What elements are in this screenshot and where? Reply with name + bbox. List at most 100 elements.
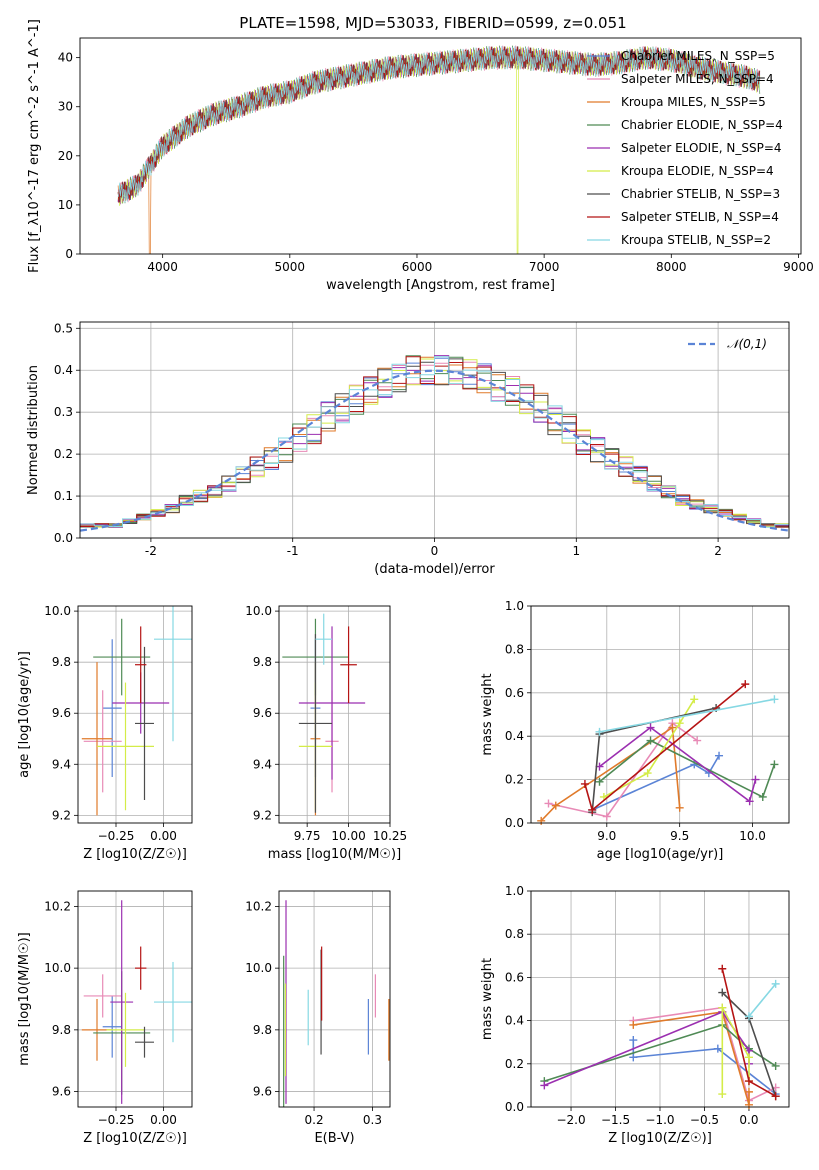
- age_weight-marker-kroupa_miles: [675, 803, 684, 812]
- z_mass-xtick-label: 0.00: [150, 1113, 177, 1127]
- ebv_mass-ytick-label: 10.0: [245, 961, 272, 975]
- z_age-xtick-label: −0.25: [98, 829, 135, 843]
- z_weight-marker-salpeter_elodie: [540, 1081, 549, 1090]
- z_weight-marker-salpeter_stelib: [771, 1092, 780, 1101]
- mass_age-ytick-label: 9.6: [253, 706, 272, 720]
- residuals-ytick-label: 0.4: [54, 363, 73, 377]
- z_mass-panel: −0.25 0.00 9.6 9.8 10.0 10.2 Z [log10(Z/Z☉)] ma…: [17, 890, 193, 1146]
- age_weight-xtick-label: 10.0: [739, 829, 766, 843]
- legend-label-chabrier_stelib: Chabrier STELIB, N_SSP=3: [621, 187, 780, 201]
- z_weight-marker-chabrier_miles: [629, 1036, 638, 1045]
- ebv_mass-ytick-label: 10.2: [245, 899, 272, 913]
- z_weight-frame: [530, 890, 790, 1108]
- z_weight-marker-kroupa_miles: [744, 1087, 753, 1096]
- legend-label-kroupa_stelib: Kroupa STELIB, N_SSP=2: [621, 233, 771, 247]
- legend-label-kroupa_miles: Kroupa MILES, N_SSP=5: [621, 95, 766, 109]
- mass_age-xtick-label: 9.75: [294, 829, 321, 843]
- spectrum-ytick-label: 0: [65, 247, 73, 261]
- age_weight-marker-kroupa_elodie: [690, 695, 699, 704]
- age_weight-marker-chabrier_elodie: [758, 792, 767, 801]
- legend-label-kroupa_elodie: Kroupa ELODIE, N_SSP=4: [621, 164, 774, 178]
- age_weight-marker-salpeter_miles: [544, 799, 553, 808]
- spectrum-xtick-label: 9000: [783, 260, 814, 274]
- z_weight-line-kroupa_miles: [633, 1011, 750, 1106]
- residuals-xlabel: (data-model)/error: [374, 562, 495, 577]
- figure-title: PLATE=1598, MJD=53033, FIBERID=0599, z=0…: [239, 14, 626, 32]
- legend-label-salpeter_stelib: Salpeter STELIB, N_SSP=4: [621, 210, 779, 224]
- age_weight-marker-salpeter_miles: [602, 812, 611, 821]
- normal-curve: [79, 369, 790, 532]
- age_weight-marker-chabrier_elodie: [646, 736, 655, 745]
- ebv_mass-ytick-label: 9.8: [253, 1023, 272, 1037]
- z_weight-marker-kroupa_stelib: [771, 979, 780, 988]
- spectrum-ytick-label: 20: [58, 149, 73, 163]
- age_weight-line-kroupa_miles: [540, 726, 681, 822]
- z_age-xlabel: Z [log10(Z/Z☉)]: [83, 847, 187, 862]
- z_age-ytick-label: 9.8: [52, 655, 71, 669]
- z_weight-marker-chabrier_miles: [629, 1053, 638, 1062]
- age_weight-line-chabrier_miles: [591, 755, 720, 811]
- plots: 4000 5000 6000 7000 8000 9000010203040wavelen…: [17, 19, 814, 1146]
- residuals-xtick-label: 1: [572, 544, 580, 558]
- z_weight-line-salpeter_miles: [633, 1006, 777, 1102]
- mass_age-xlabel: mass [log10(M/M☉)]: [268, 847, 401, 862]
- residuals-ytick-label: 0.2: [54, 447, 73, 461]
- age_weight-marker-kroupa_elodie: [643, 769, 652, 778]
- age_weight-ylabel: mass weight: [480, 673, 495, 755]
- mass_age-ytick-label: 9.4: [253, 757, 272, 771]
- residuals-frame: [79, 321, 790, 539]
- spectrum-ytick-label: 30: [58, 100, 73, 114]
- spectrum-xtick-label: 7000: [529, 260, 560, 274]
- age_weight-xlabel: age [log10(age/yr)]: [597, 847, 724, 862]
- mass_age-panel: 9.75 10.00 10.25 9.2 9.4 9.6 9.8 10.0 mass [log1…: [245, 604, 407, 862]
- age_weight-ytick-label: 0.0: [505, 816, 524, 830]
- z_age-frame: [77, 605, 193, 824]
- z_age-ylabel: age [log10(age/yr)]: [17, 651, 32, 778]
- ebv_mass-ytick-label: 9.6: [253, 1085, 272, 1099]
- age_weight-marker-salpeter_stelib: [741, 680, 750, 689]
- z_age-ytick-label: 10.0: [44, 604, 71, 618]
- age_weight-line-kroupa_elodie: [603, 698, 695, 798]
- z_weight-ytick-label: 0.6: [505, 970, 524, 984]
- z_age-points: [81, 606, 192, 816]
- age_weight-marker-chabrier_elodie: [595, 777, 604, 786]
- z_weight-panel: −2.0 −1.5 −1.0 −0.5 0.0 0.0 0.2 0.4 0.6 0.8 1.0 Z […: [480, 884, 790, 1146]
- age_weight-marker-salpeter_stelib: [588, 805, 597, 814]
- residuals-ytick-label: 0.3: [54, 405, 73, 419]
- ebv_mass-xtick-label: 0.2: [305, 1113, 324, 1127]
- spectrum-line-salpeter_stelib: [117, 46, 761, 203]
- z_mass-points: [81, 900, 192, 1104]
- spectrum-xtick-label: 4000: [147, 260, 178, 274]
- age_weight-marker-salpeter_elodie: [751, 775, 760, 784]
- residuals-xtick-label: -1: [287, 544, 299, 558]
- age_weight-ytick-label: 0.6: [505, 686, 524, 700]
- legend-label-salpeter_miles: Salpeter MILES, N_SSP=4: [621, 72, 774, 86]
- spectrum-ylabel: Flux [f_λ10^-17 erg cm^-2 s^-1 A^-1]: [27, 19, 42, 273]
- mass_age-xtick-label: 10.25: [373, 829, 407, 843]
- age_weight-marker-chabrier_miles: [715, 751, 724, 760]
- mass_age-ytick-label: 9.8: [253, 655, 272, 669]
- z_age-panel: −0.25 0.00 9.2 9.4 9.6 9.8 10.0 Z [log10(Z/Z☉)]…: [17, 604, 193, 862]
- age_weight-panel: 9.0 9.5 10.0 0.0 0.2 0.4 0.6 0.8 1.0 age [log10(a…: [480, 599, 790, 862]
- z_mass-frame: [77, 890, 193, 1108]
- spectrum-xtick-label: 8000: [656, 260, 687, 274]
- ebv_mass-frame: [278, 890, 391, 1108]
- z_mass-xtick-label: −0.25: [98, 1113, 135, 1127]
- age_weight-marker-kroupa_miles: [668, 723, 677, 732]
- z_weight-xtick-label: −1.0: [645, 1113, 674, 1127]
- z_mass-ytick-label: 9.8: [52, 1023, 71, 1037]
- z_weight-xtick-label: −1.5: [601, 1113, 630, 1127]
- z_weight-marker-chabrier_stelib: [718, 988, 727, 997]
- age_weight-ytick-label: 0.4: [505, 729, 524, 743]
- age_weight-xtick-label: 9.0: [597, 829, 616, 843]
- age_weight-marker-chabrier_elodie: [770, 760, 779, 769]
- spectrum-frame: [79, 37, 802, 255]
- legend-label-chabrier_miles: Chabrier MILES, N_SSP=5: [621, 49, 775, 63]
- z_weight-marker-kroupa_elodie: [718, 1090, 727, 1099]
- z_weight-marker-kroupa_stelib: [744, 1012, 753, 1021]
- z_weight-ytick-label: 0.8: [505, 927, 524, 941]
- age_weight-marker-salpeter_elodie: [745, 797, 754, 806]
- mass_age-ytick-label: 10.0: [245, 604, 272, 618]
- mass_age-frame: [278, 605, 391, 824]
- z_weight-marker-salpeter_stelib: [718, 964, 727, 973]
